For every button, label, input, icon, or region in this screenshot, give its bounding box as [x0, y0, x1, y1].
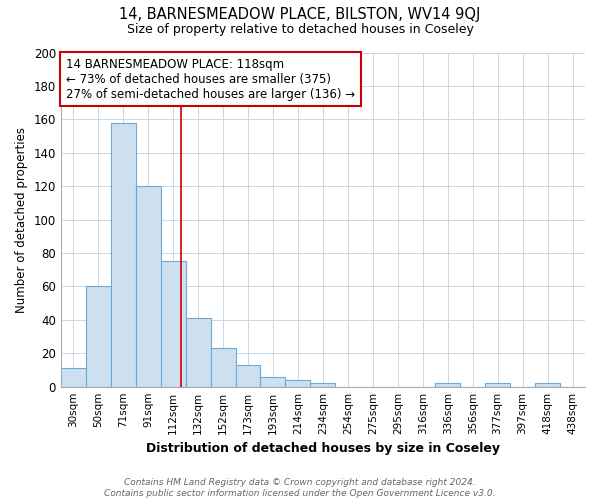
Bar — [435, 384, 460, 386]
Y-axis label: Number of detached properties: Number of detached properties — [15, 126, 28, 312]
Text: 14, BARNESMEADOW PLACE, BILSTON, WV14 9QJ: 14, BARNESMEADOW PLACE, BILSTON, WV14 9Q… — [119, 8, 481, 22]
Bar — [485, 384, 510, 386]
Bar — [260, 376, 286, 386]
Bar — [310, 384, 335, 386]
Bar — [111, 122, 136, 386]
Text: Size of property relative to detached houses in Coseley: Size of property relative to detached ho… — [127, 22, 473, 36]
Bar — [86, 286, 111, 386]
Bar — [535, 384, 560, 386]
Text: 14 BARNESMEADOW PLACE: 118sqm
← 73% of detached houses are smaller (375)
27% of : 14 BARNESMEADOW PLACE: 118sqm ← 73% of d… — [66, 58, 355, 100]
Bar — [185, 318, 211, 386]
Text: Contains HM Land Registry data © Crown copyright and database right 2024.
Contai: Contains HM Land Registry data © Crown c… — [104, 478, 496, 498]
Bar — [161, 262, 185, 386]
Bar — [286, 380, 310, 386]
Bar — [61, 368, 86, 386]
Bar — [136, 186, 161, 386]
Bar — [211, 348, 236, 387]
X-axis label: Distribution of detached houses by size in Coseley: Distribution of detached houses by size … — [146, 442, 500, 455]
Bar — [236, 365, 260, 386]
